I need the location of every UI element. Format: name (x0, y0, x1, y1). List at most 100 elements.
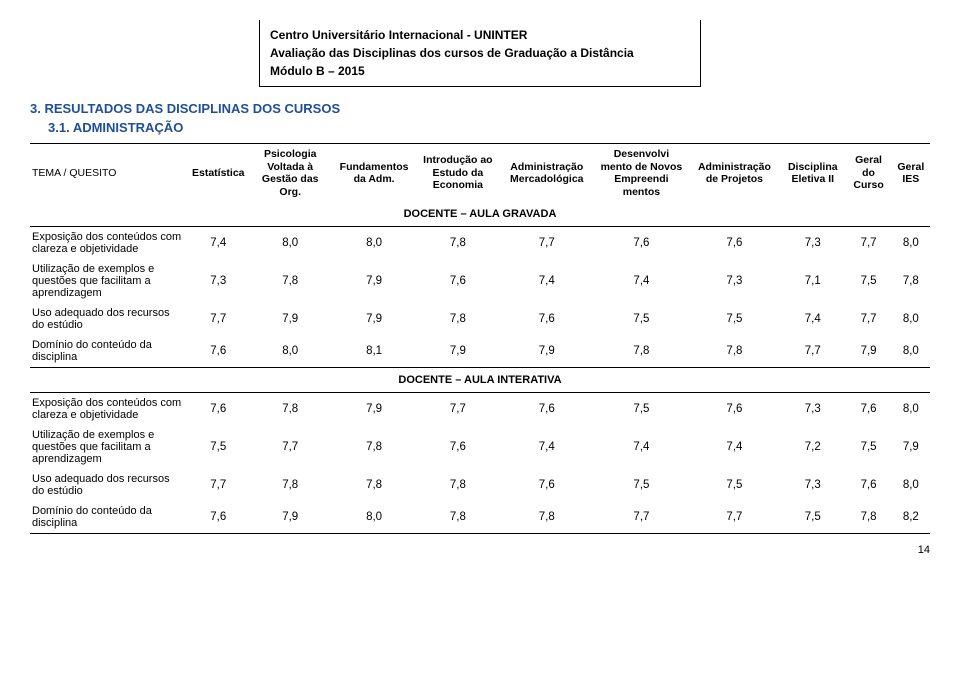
cell-value: 7,5 (845, 425, 891, 469)
row-label: Exposição dos conteúdos com clareza e ob… (30, 393, 188, 426)
row-label: Domínio do conteúdo da disciplina (30, 501, 188, 534)
cell-value: 7,4 (780, 303, 845, 335)
row-label: Domínio do conteúdo da disciplina (30, 335, 188, 368)
cell-value: 7,6 (500, 393, 595, 426)
table-row: Exposição dos conteúdos com clareza e ob… (30, 227, 930, 260)
cell-value: 8,1 (332, 335, 416, 368)
cell-value: 8,0 (892, 303, 930, 335)
cell-value: 8,0 (892, 469, 930, 501)
cell-value: 7,4 (594, 259, 689, 303)
col-header-4: Introdução ao Estudo da Economia (416, 144, 499, 203)
cell-value: 7,7 (845, 227, 891, 260)
cell-value: 7,7 (500, 227, 595, 260)
cell-value: 7,6 (594, 227, 689, 260)
col-header-8: Disciplina Eletiva II (780, 144, 845, 203)
cell-value: 7,3 (188, 259, 249, 303)
cell-value: 7,5 (689, 303, 780, 335)
header-line-1: Centro Universitário Internacional - UNI… (270, 26, 690, 44)
cell-value: 7,3 (780, 469, 845, 501)
cell-value: 7,9 (500, 335, 595, 368)
col-header-tema: TEMA / QUESITO (30, 144, 188, 203)
cell-value: 7,1 (780, 259, 845, 303)
cell-value: 7,6 (689, 393, 780, 426)
table-row: Utilização de exemplos e questões que fa… (30, 425, 930, 469)
row-label: Uso adequado dos recursos do estúdio (30, 469, 188, 501)
header-line-2: Avaliação das Disciplinas dos cursos de … (270, 44, 690, 62)
cell-value: 7,9 (332, 393, 416, 426)
col-header-10: Geral IES (892, 144, 930, 203)
cell-value: 7,6 (416, 259, 499, 303)
cell-value: 7,6 (188, 393, 249, 426)
cell-value: 7,2 (780, 425, 845, 469)
cell-value: 7,5 (845, 259, 891, 303)
cell-value: 7,8 (416, 469, 499, 501)
table-row: Domínio do conteúdo da disciplina7,68,08… (30, 335, 930, 368)
table-row: Utilização de exemplos e questões que fa… (30, 259, 930, 303)
table-body: Exposição dos conteúdos com clareza e ob… (30, 227, 930, 534)
table-row: Uso adequado dos recursos do estúdio7,77… (30, 303, 930, 335)
cell-value: 7,7 (188, 469, 249, 501)
cell-value: 7,8 (689, 335, 780, 368)
col-header-1: Estatística (188, 144, 249, 203)
cell-value: 7,8 (845, 501, 891, 534)
cell-value: 7,9 (416, 335, 499, 368)
cell-value: 7,8 (594, 335, 689, 368)
col-header-9: Geral do Curso (845, 144, 891, 203)
cell-value: 7,5 (594, 393, 689, 426)
page-number: 14 (30, 544, 930, 556)
row-label: Utilização de exemplos e questões que fa… (30, 425, 188, 469)
cell-value: 7,7 (416, 393, 499, 426)
row-label: Exposição dos conteúdos com clareza e ob… (30, 227, 188, 260)
row-label: Utilização de exemplos e questões que fa… (30, 259, 188, 303)
cell-value: 7,4 (188, 227, 249, 260)
cell-value: 7,9 (249, 303, 332, 335)
group-1-label: DOCENTE – AULA GRAVADA (30, 202, 930, 227)
cell-value: 7,6 (416, 425, 499, 469)
table-row: Domínio do conteúdo da disciplina7,67,9 8… (30, 501, 930, 534)
col-header-6: Desenvolvi mento de Novos Empreendi ment… (594, 144, 689, 203)
results-table: TEMA / QUESITO Estatística Psicologia Vo… (30, 143, 930, 534)
cell-value: 7,6 (500, 469, 595, 501)
cell-value: 7,9 (845, 335, 891, 368)
cell-value: 7,3 (689, 259, 780, 303)
cell-value: 7,4 (689, 425, 780, 469)
cell-value: 7,5 (188, 425, 249, 469)
row-label: Uso adequado dos recursos do estúdio (30, 303, 188, 335)
cell-value: 7,3 (780, 227, 845, 260)
cell-value: 7,7 (249, 425, 332, 469)
cell-value: 7,8 (500, 501, 595, 534)
cell-value: 8,0 (892, 227, 930, 260)
cell-value: 7,6 (188, 335, 249, 368)
cell-value: 8,0 (249, 227, 332, 260)
section-title: 3. RESULTADOS DAS DISCIPLINAS DOS CURSOS (30, 101, 930, 116)
cell-value: 7,8 (332, 469, 416, 501)
cell-value: 7,8 (416, 501, 499, 534)
cell-value: 7,9 (332, 303, 416, 335)
cell-value: 7,9 (892, 425, 930, 469)
cell-value: 7,6 (689, 227, 780, 260)
cell-value: 7,8 (416, 227, 499, 260)
cell-value: 8,2 (892, 501, 930, 534)
table-row: Uso adequado dos recursos do estúdio7,7 7… (30, 469, 930, 501)
cell-value: 7,7 (594, 501, 689, 534)
cell-value: 7,5 (689, 469, 780, 501)
cell-value: 7,8 (332, 425, 416, 469)
cell-value: 7,5 (594, 469, 689, 501)
cell-value: 7,8 (416, 303, 499, 335)
col-header-7: Administração de Projetos (689, 144, 780, 203)
cell-value: 7,6 (188, 501, 249, 534)
group-2-label: DOCENTE – AULA INTERATIVA (30, 368, 930, 393)
table-row: Exposição dos conteúdos com clareza e ob… (30, 393, 930, 426)
cell-value: 7,8 (249, 259, 332, 303)
cell-value: 7,9 (249, 501, 332, 534)
cell-value: 7,5 (780, 501, 845, 534)
header-line-3: Módulo B – 2015 (270, 62, 690, 80)
cell-value: 7,4 (500, 425, 595, 469)
cell-value: 7,7 (689, 501, 780, 534)
cell-value: 7,5 (594, 303, 689, 335)
cell-value: 7,4 (500, 259, 595, 303)
cell-value: 7,7 (845, 303, 891, 335)
col-header-5: Administração Mercadológica (500, 144, 595, 203)
subsection-title: 3.1. ADMINISTRAÇÃO (48, 120, 930, 135)
cell-value: 7,7 (780, 335, 845, 368)
